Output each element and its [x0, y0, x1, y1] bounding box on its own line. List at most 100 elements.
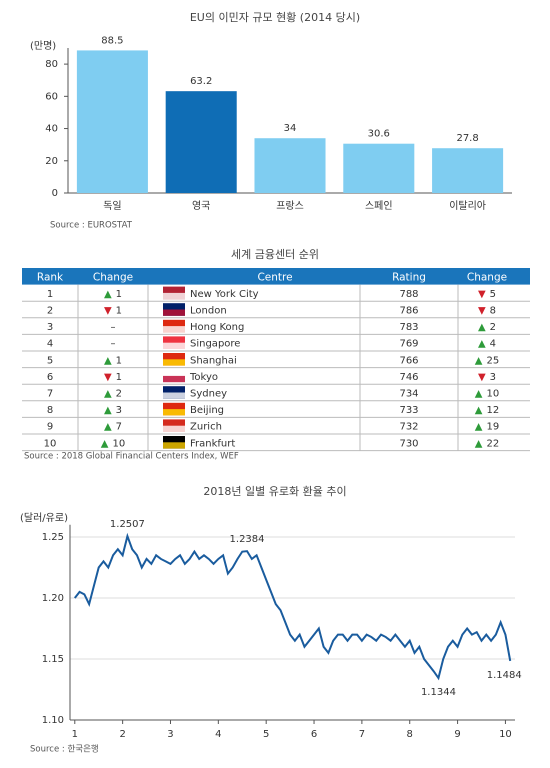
flag-part: [163, 359, 185, 366]
cell: 733: [399, 405, 418, 416]
cell: 4: [47, 339, 53, 350]
change-arrow: ▲: [104, 355, 112, 366]
y-tick-label: 0: [52, 188, 58, 199]
change-arrow: ▲: [475, 405, 483, 416]
change-arrow: ▲: [475, 438, 483, 449]
source: Source : 한국은행: [30, 744, 99, 755]
x-tick-label: 영국: [192, 200, 210, 212]
change-arrow: ▲: [478, 339, 486, 350]
x-tick-label: 독일: [103, 200, 121, 212]
change-arrow: ▼: [478, 289, 486, 300]
x-tick-label: 3: [167, 729, 173, 740]
change-value: 19: [486, 422, 499, 433]
cell: Beijing: [190, 405, 224, 416]
change-cell: ▲ 22: [475, 438, 499, 449]
change-arrow: ▲: [104, 389, 112, 400]
x-tick-label: 6: [311, 729, 317, 740]
cell: Singapore: [190, 339, 240, 350]
flag-part: [163, 326, 185, 333]
cell: Frankfurt: [190, 438, 235, 449]
flag-part: [163, 425, 185, 432]
annotation: 1.1344: [421, 687, 456, 698]
flag-part: [163, 309, 185, 316]
x-tick-label: 4: [215, 729, 221, 740]
y-unit: (만명): [30, 40, 56, 52]
change-arrow: ▲: [101, 438, 109, 449]
source: Source : EUROSTAT: [50, 221, 133, 231]
change-arrow: ▲: [475, 389, 483, 400]
table-title: 세계 금융센터 순위: [231, 248, 319, 261]
header-cell: Change: [467, 271, 507, 283]
value-label: 88.5: [101, 35, 123, 46]
cell: 2: [47, 306, 53, 317]
change-cell: ▲ 3: [104, 405, 122, 416]
change-value: 22: [486, 438, 499, 449]
cell: 788: [399, 289, 418, 300]
y-tick-label: 1.20: [42, 593, 64, 604]
cell: 1: [47, 289, 53, 300]
bar: [254, 138, 326, 193]
y-tick-label: 80: [45, 59, 58, 70]
bar: [343, 143, 415, 193]
cell: Hong Kong: [190, 322, 244, 333]
value-label: 30.6: [368, 129, 390, 140]
change-arrow: ▼: [104, 306, 112, 317]
change-arrow: ▲: [475, 422, 483, 433]
change-cell: ▼ 8: [478, 306, 496, 317]
change-value: 1: [116, 289, 122, 300]
bar: [76, 50, 148, 193]
annotation: 1.2507: [110, 519, 145, 530]
x-tick-label: 프랑스: [276, 200, 304, 212]
change-cell: ▲ 7: [104, 422, 122, 433]
cell: Sydney: [190, 389, 227, 400]
y-tick-label: 40: [45, 124, 58, 135]
change-value: 8: [490, 306, 496, 317]
x-tick-label: 2: [119, 729, 125, 740]
change-cell: ▲ 12: [475, 405, 499, 416]
change-cell: ▲ 10: [101, 438, 125, 449]
cell: 7: [47, 389, 53, 400]
change-cell: ▼ 1: [104, 306, 122, 317]
cell: 730: [399, 438, 418, 449]
change-arrow: ▲: [104, 289, 112, 300]
change-cell: ▲ 4: [478, 339, 496, 350]
x-tick-label: 이탈리아: [449, 199, 486, 212]
change-arrow: ▲: [475, 355, 483, 366]
cell: Zurich: [190, 422, 222, 433]
header-cell: Centre: [257, 271, 292, 283]
value-label: 27.8: [456, 133, 478, 144]
change-cell: ▼ 3: [478, 372, 496, 383]
flag-part: [163, 409, 185, 416]
change-value: 5: [490, 289, 496, 300]
annotation: 1.2384: [230, 534, 265, 545]
cell: Tokyo: [189, 372, 218, 383]
header-cell: Rank: [37, 271, 64, 283]
change-cell: ▲ 25: [475, 355, 499, 366]
change-value: 1: [116, 372, 122, 383]
x-tick-label: 9: [454, 729, 460, 740]
change-arrow: –: [111, 339, 116, 350]
change-value: 1: [116, 355, 122, 366]
change-cell: ▼ 1: [104, 372, 122, 383]
flag-part: [163, 292, 185, 300]
change-value: 3: [116, 405, 122, 416]
change-value: 25: [486, 355, 499, 366]
change-arrow: ▲: [478, 322, 486, 333]
change-arrow: ▲: [104, 422, 112, 433]
cell: 766: [399, 355, 418, 366]
flag-part: [163, 342, 185, 349]
cell: 746: [399, 372, 418, 383]
change-value: 2: [490, 322, 496, 333]
x-tick-label: 7: [359, 729, 365, 740]
line-title: 2018년 일별 유로화 환율 추이: [203, 484, 346, 498]
cell: London: [190, 306, 227, 317]
source: Source : 2018 Global Financial Centers I…: [24, 452, 239, 462]
bar: [432, 148, 504, 193]
flag-part: [163, 442, 185, 449]
change-cell: ▲ 1: [104, 289, 122, 300]
cell: 732: [399, 422, 418, 433]
change-value: 4: [490, 339, 496, 350]
y-tick-label: 1.25: [42, 532, 64, 543]
change-arrow: ▼: [104, 372, 112, 383]
y-tick-label: 1.10: [42, 715, 64, 726]
